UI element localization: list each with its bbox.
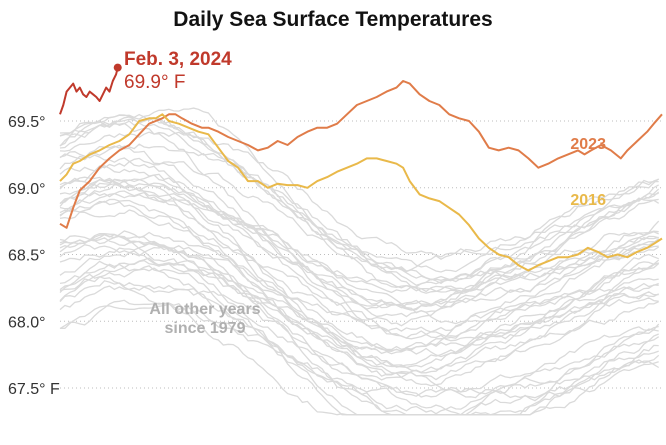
other-year-line <box>59 198 659 358</box>
other-years-label-line1: All other years <box>149 301 260 318</box>
series-line-2016 <box>59 113 663 272</box>
other-years-lines <box>59 107 660 416</box>
other-year-line <box>59 165 659 294</box>
y-tick-label: 68.5° <box>8 248 46 265</box>
other-year-line <box>59 230 659 337</box>
series-label-2023: 2023 <box>570 136 606 153</box>
series-line-2024 <box>59 67 119 115</box>
other-year-line <box>59 183 660 339</box>
y-tick-label: 67.5° F <box>8 381 60 398</box>
other-years-label-line2: since 1979 <box>165 320 246 337</box>
series-line-2023 <box>59 80 663 229</box>
other-year-line <box>59 267 659 416</box>
other-year-line <box>59 144 660 318</box>
latest-point-marker <box>113 63 122 72</box>
y-tick-label: 68.0° <box>8 314 46 331</box>
other-year-line <box>59 143 660 283</box>
y-tick-label: 69.0° <box>8 181 46 198</box>
other-year-line <box>59 157 659 294</box>
other-year-line <box>59 233 659 353</box>
series-label-2016: 2016 <box>570 192 606 209</box>
y-tick-label: 69.5° <box>8 114 46 131</box>
other-year-line <box>59 242 659 374</box>
other-year-line <box>59 192 659 293</box>
other-year-line <box>59 116 660 273</box>
series-lines: 2023 2016 <box>59 63 663 272</box>
other-year-line <box>59 245 660 416</box>
annotation-date: Feb. 3, 2024 <box>124 49 232 70</box>
annotation-value: 69.9° F <box>124 72 185 93</box>
chart-title: Daily Sea Surface Temperatures <box>173 8 492 31</box>
other-year-line <box>59 151 659 327</box>
other-year-line <box>59 177 659 309</box>
y-axis-ticks: 69.5° 69.0° 68.5° 68.0° 67.5° F <box>8 114 60 398</box>
other-year-line <box>59 131 659 258</box>
other-year-line <box>59 182 659 325</box>
other-year-line <box>59 176 659 351</box>
other-year-line <box>59 299 659 416</box>
other-year-line <box>59 285 660 399</box>
other-year-line <box>59 174 659 342</box>
other-year-line <box>59 113 659 281</box>
